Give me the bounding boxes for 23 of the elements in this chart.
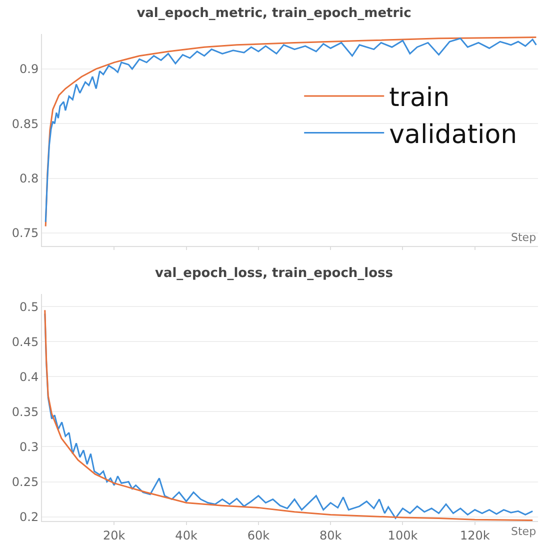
- y-tick-label: 0.2: [20, 510, 39, 524]
- chart-title: val_epoch_metric, train_epoch_metric: [136, 6, 412, 22]
- y-tick-label: 0.5: [20, 300, 39, 314]
- x-tick-label: 20k: [103, 528, 126, 542]
- y-tick-label: 0.25: [12, 474, 39, 489]
- y-tick-label: 0.4: [20, 370, 39, 384]
- x-axis-title: Step: [511, 231, 536, 244]
- legend-label: train: [389, 83, 450, 114]
- y-tick-label: 0.3: [20, 440, 39, 454]
- x-axis-title: Step: [511, 525, 536, 538]
- y-tick-label: 0.45: [12, 334, 39, 349]
- x-tick-label: 60k: [247, 528, 270, 542]
- y-tick-label: 0.85: [12, 116, 39, 131]
- x-tick-label: 80k: [319, 528, 342, 542]
- x-tick-label: 100k: [388, 528, 418, 542]
- y-tick-label: 0.35: [12, 404, 39, 419]
- y-tick-label: 0.9: [20, 62, 39, 76]
- y-tick-label: 0.75: [12, 226, 39, 240]
- chart-title: val_epoch_loss, train_epoch_loss: [154, 266, 394, 282]
- x-tick-label: 120k: [460, 528, 490, 542]
- legend-label: validation: [389, 120, 518, 150]
- x-tick-label: 40k: [175, 528, 198, 542]
- y-tick-label: 0.8: [20, 171, 39, 186]
